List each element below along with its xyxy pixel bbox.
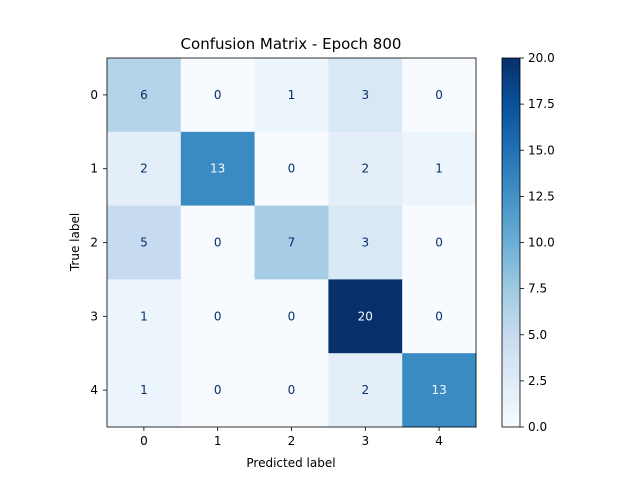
heatmap-cell-1-3 <box>328 131 403 207</box>
cell-value-label: 6 <box>140 88 148 102</box>
x-tick-label: 1 <box>214 434 222 448</box>
colorbar-tick-label: 0.0 <box>528 420 547 434</box>
heatmap-cell-2-4 <box>402 205 477 280</box>
cell-value-label: 20 <box>358 309 373 323</box>
cell-value-label: 0 <box>288 383 296 397</box>
cell-value-label: 3 <box>361 88 369 102</box>
cell-value-label: 2 <box>361 383 369 397</box>
heatmap-cell-0-3 <box>328 58 403 133</box>
cell-value-label: 0 <box>435 88 443 102</box>
cell-value-label: 0 <box>288 162 296 176</box>
cell-value-label: 1 <box>140 383 148 397</box>
x-axis-label: Predicted label <box>246 456 335 470</box>
heatmap-cell-4-1 <box>180 353 256 428</box>
colorbar-tick-label: 15.0 <box>528 143 555 157</box>
heatmap-cell-2-1 <box>180 205 256 280</box>
heatmap-cells: 6 0 1 3 02 13 0 2 15 0 7 3 01 0 0 20 01 0 0 2 13 <box>107 58 477 428</box>
heatmap-cell-3-0 <box>107 279 182 354</box>
colorbar-tick-label: 2.5 <box>528 374 547 388</box>
heatmap-cell-1-4 <box>402 131 477 207</box>
heatmap-cell-3-2 <box>254 279 329 354</box>
cell-value-label: 1 <box>435 162 443 176</box>
heatmap-cell-4-2 <box>254 353 329 428</box>
heatmap-cell-2-0 <box>107 205 182 280</box>
heatmap-cell-3-1 <box>180 279 256 354</box>
y-tick-label: 0 <box>90 88 98 102</box>
heatmap-cell-3-4 <box>402 279 477 354</box>
cell-value-label: 1 <box>288 88 296 102</box>
chart-title: Confusion Matrix - Epoch 800 <box>181 35 402 53</box>
heatmap-cell-1-0 <box>107 131 182 207</box>
heatmap-cell-0-4 <box>402 58 477 133</box>
cell-value-label: 13 <box>210 162 225 176</box>
colorbar-tick-label: 7.5 <box>528 282 547 296</box>
heatmap-cell-4-3 <box>328 353 403 428</box>
colorbar-tick-label: 17.5 <box>528 97 555 111</box>
y-tick-label: 4 <box>90 383 98 397</box>
x-axis-ticks: 0 1 2 3 4 <box>140 427 443 448</box>
y-tick-label: 1 <box>90 162 98 176</box>
cell-value-label: 0 <box>435 236 443 250</box>
y-tick-label: 3 <box>90 309 98 323</box>
heatmap-cell-1-2 <box>254 131 329 207</box>
heatmap-cell-2-2 <box>254 205 329 280</box>
cell-value-label: 0 <box>214 309 222 323</box>
x-tick-label: 4 <box>435 434 443 448</box>
heatmap-cell-1-1 <box>180 131 256 207</box>
y-axis-ticks: 0 1 2 3 4 <box>90 88 107 397</box>
cell-value-label: 3 <box>361 236 369 250</box>
heatmap-cell-0-2 <box>254 58 329 133</box>
cell-value-label: 0 <box>214 88 222 102</box>
cell-value-label: 0 <box>288 309 296 323</box>
cell-value-label: 1 <box>140 309 148 323</box>
cell-value-label: 5 <box>140 236 148 250</box>
cell-value-label: 0 <box>214 383 222 397</box>
cell-value-label: 0 <box>214 236 222 250</box>
y-axis-label: True label <box>68 213 82 272</box>
y-tick-label: 2 <box>90 236 98 250</box>
cell-value-label: 2 <box>140 162 148 176</box>
x-tick-label: 0 <box>140 434 148 448</box>
colorbar <box>501 57 521 428</box>
heatmap-cell-4-0 <box>107 353 182 428</box>
heatmap-cell-4-4 <box>402 353 477 428</box>
heatmap-cell-0-1 <box>180 58 256 133</box>
colorbar-tick-label: 10.0 <box>528 236 555 250</box>
heatmap-cell-0-0 <box>107 58 182 133</box>
heatmap-cell-2-3 <box>328 205 403 280</box>
colorbar-tick-label: 20.0 <box>528 51 555 65</box>
cell-value-label: 13 <box>431 383 446 397</box>
plot-frame <box>106 57 477 428</box>
heatmap-cell-3-3 <box>328 279 403 354</box>
x-tick-label: 2 <box>288 434 296 448</box>
colorbar-tick-label: 5.0 <box>528 328 547 342</box>
cell-value-label: 0 <box>435 309 443 323</box>
cell-value-label: 7 <box>288 236 296 250</box>
x-tick-label: 3 <box>361 434 369 448</box>
cell-value-label: 2 <box>361 162 369 176</box>
colorbar-ticks: 0.0 2.5 5.0 7.5 10.0 12.5 15.0 17.5 20.0 <box>520 51 555 434</box>
colorbar-tick-label: 12.5 <box>528 189 555 203</box>
